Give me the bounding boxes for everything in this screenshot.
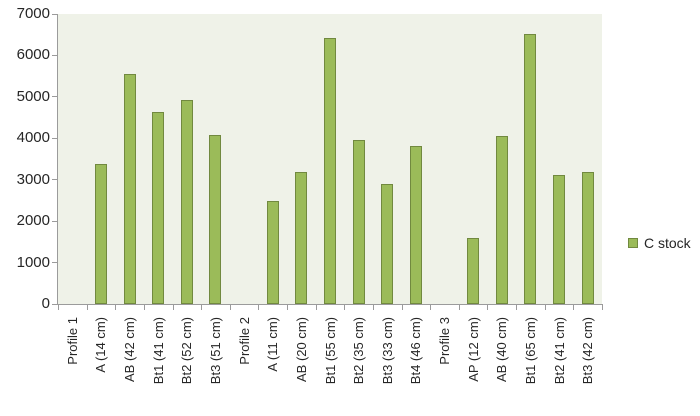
x-axis-tick-mark (544, 304, 546, 310)
x-axis-category-label: Bt4 (46 cm) (408, 317, 424, 385)
x-axis-tick-mark (487, 304, 489, 310)
bar (381, 183, 394, 304)
bar (266, 200, 279, 304)
x-axis-category-label: AP (12 cm) (465, 317, 481, 382)
x-axis-tick-mark (372, 304, 374, 310)
y-axis-tick-label: 0 (41, 295, 50, 312)
x-axis-tick-mark (287, 304, 289, 310)
bar (324, 37, 336, 304)
x-axis-category-label: AB (42 cm) (122, 317, 138, 383)
bar (467, 237, 480, 304)
x-axis-tick-mark (602, 304, 603, 310)
legend-label: C stock (644, 235, 691, 251)
x-axis-category-label: Profile 1 (64, 317, 80, 365)
x-axis-category-label: Bt2 (35 cm) (351, 317, 367, 385)
y-axis-tick-mark (52, 137, 57, 139)
x-axis-tick-mark (573, 304, 575, 310)
x-axis-tick-mark (143, 304, 145, 310)
y-axis-tick-label: 6000 (16, 46, 50, 64)
x-axis-category-label: A (11 cm) (265, 317, 281, 372)
x-axis-tick-mark (172, 304, 174, 310)
y-axis-tick-mark (52, 54, 57, 56)
x-axis-category-label: Bt3 (42 cm) (580, 317, 596, 385)
x-axis-category-label: Bt3 (51 cm) (207, 317, 223, 385)
x-axis-category-label: Bt1 (65 cm) (522, 317, 538, 385)
y-axis-tick-mark (52, 262, 57, 264)
x-axis-category-label: A (14 cm) (93, 317, 109, 373)
x-axis-tick-mark (115, 304, 117, 310)
legend: C stock (628, 235, 691, 251)
y-axis-tick-label: 5000 (16, 87, 50, 105)
x-axis-tick-mark (58, 304, 59, 310)
x-axis-category-label: Bt1 (41 cm) (150, 317, 166, 385)
y-axis-tick-mark (52, 179, 57, 181)
y-axis-tick-label: 3000 (16, 170, 50, 188)
x-axis-tick-mark (229, 304, 231, 310)
x-axis-tick-mark (516, 304, 518, 310)
y-axis-line (57, 14, 58, 305)
x-axis-category-label: Bt2 (41 cm) (551, 317, 567, 385)
x-axis-category-label: Profile 2 (236, 317, 252, 365)
y-axis-tick-mark (52, 13, 57, 15)
y-axis-tick-label: 7000 (16, 5, 50, 22)
bar (524, 34, 537, 304)
x-axis-category-label: Profile 3 (437, 317, 453, 365)
bar (352, 140, 365, 304)
x-axis-category-label: Bt2 (52 cm) (179, 317, 195, 385)
bar (152, 112, 165, 304)
x-axis-tick-mark (86, 304, 88, 310)
x-axis-category-label: Bt3 (33 cm) (379, 317, 395, 385)
y-axis-tick-label: 4000 (16, 129, 50, 147)
bar (123, 74, 136, 304)
x-axis-category-label: AB (40 cm) (494, 317, 510, 383)
y-axis-tick-mark (52, 220, 57, 222)
x-axis-tick-mark (401, 304, 403, 310)
x-axis-tick-mark (458, 304, 460, 310)
bar (180, 100, 193, 304)
y-axis-tick-label: 1000 (16, 253, 50, 271)
bar (581, 171, 594, 304)
x-axis-tick-mark (344, 304, 346, 310)
bar (295, 171, 308, 304)
x-axis-category-label: AB (20 cm) (293, 317, 309, 383)
x-axis-tick-mark (201, 304, 203, 310)
y-axis-tick-mark (52, 303, 57, 305)
x-axis-tick-mark (430, 304, 432, 310)
bar (209, 135, 222, 304)
bar (94, 163, 107, 304)
bar (553, 175, 566, 304)
x-axis-line (57, 304, 602, 305)
legend-color-swatch-icon (628, 238, 638, 248)
bar (409, 145, 422, 304)
x-axis-tick-mark (258, 304, 260, 310)
x-axis-tick-mark (315, 304, 317, 310)
y-axis-tick-mark (52, 96, 57, 98)
bar (495, 136, 508, 304)
x-axis-category-label: Bt1 (55 cm) (322, 317, 338, 385)
y-axis-tick-label: 2000 (16, 212, 50, 230)
